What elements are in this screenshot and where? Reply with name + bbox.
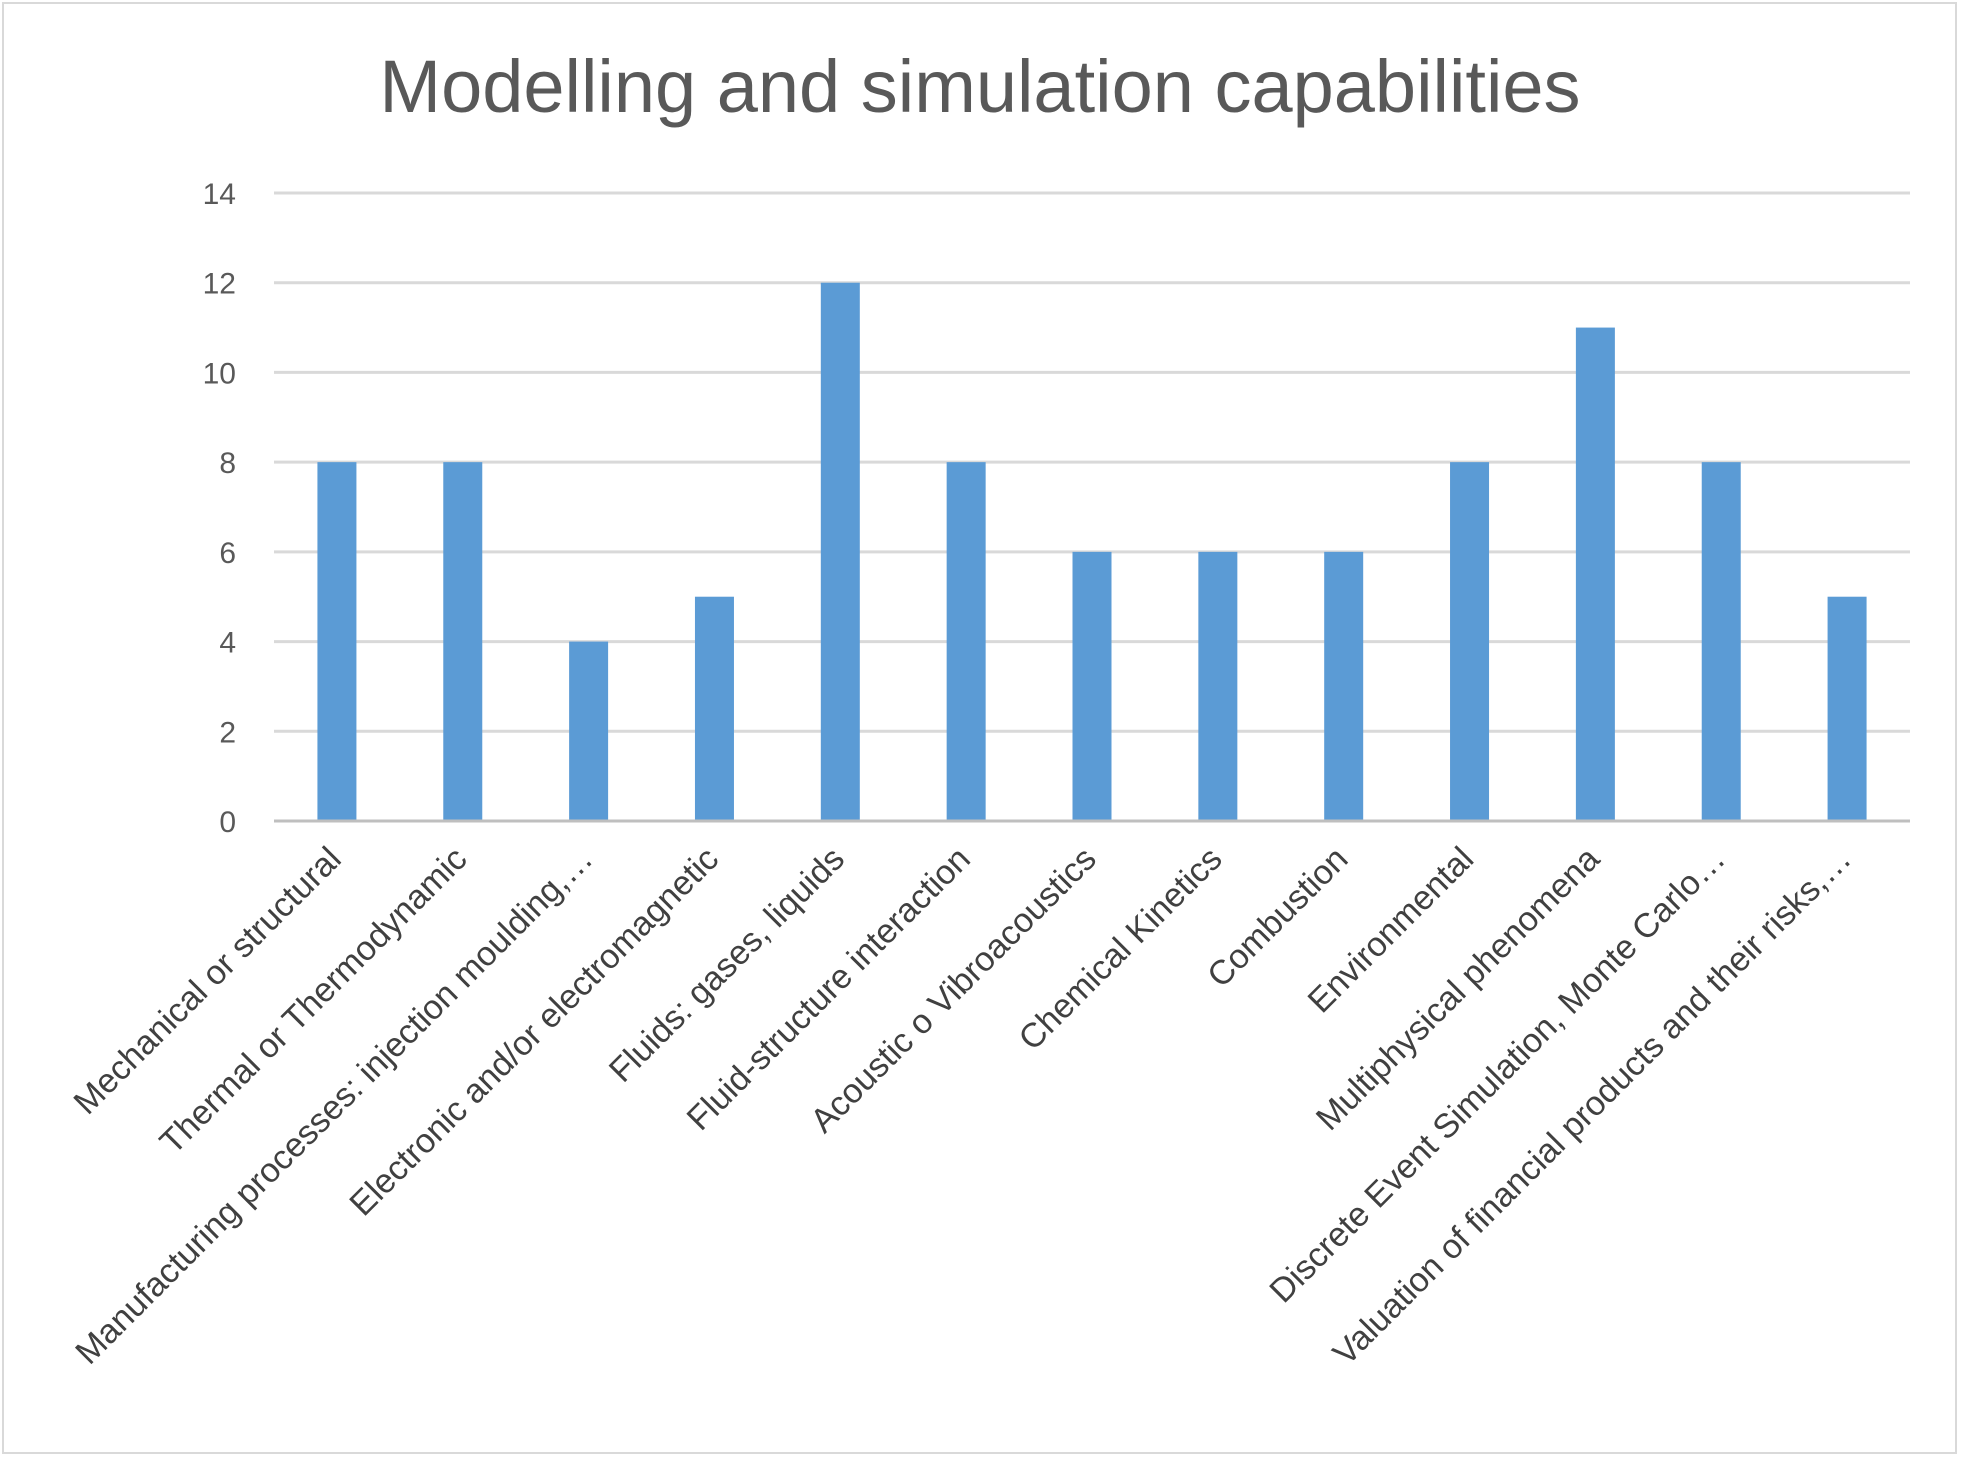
x-category-label: Fluids: gases, liquids xyxy=(602,840,852,1090)
bar xyxy=(317,462,357,821)
x-category-label: Discrete Event Simulation, Monte Carlo… xyxy=(1262,840,1732,1310)
y-tick-label: 10 xyxy=(203,357,236,390)
chart-title: Modelling and simulation capabilities xyxy=(379,45,1580,128)
bar xyxy=(820,282,860,821)
bar xyxy=(1827,596,1867,821)
bar xyxy=(443,462,483,821)
bar xyxy=(1072,551,1112,821)
bar xyxy=(1575,327,1615,821)
x-category-label: Manufacturing processes: injection mould… xyxy=(68,840,600,1372)
bar xyxy=(1450,462,1490,821)
y-tick-label: 8 xyxy=(219,447,236,480)
y-tick-label: 0 xyxy=(219,806,236,839)
y-tick-label: 4 xyxy=(219,627,236,660)
y-tick-label: 12 xyxy=(203,268,236,301)
y-axis-ticks: 0 2 4 6 8 10 12 14 xyxy=(203,178,236,839)
bar xyxy=(569,641,609,821)
y-tick-label: 2 xyxy=(219,716,236,749)
bar xyxy=(946,462,986,821)
y-tick-label: 14 xyxy=(203,178,236,211)
bar xyxy=(1198,551,1238,821)
bar xyxy=(1701,462,1741,821)
y-tick-label: 6 xyxy=(219,537,236,570)
bar xyxy=(1324,551,1364,821)
bars xyxy=(317,282,1867,821)
bar xyxy=(694,596,734,821)
gridlines xyxy=(274,191,1910,733)
